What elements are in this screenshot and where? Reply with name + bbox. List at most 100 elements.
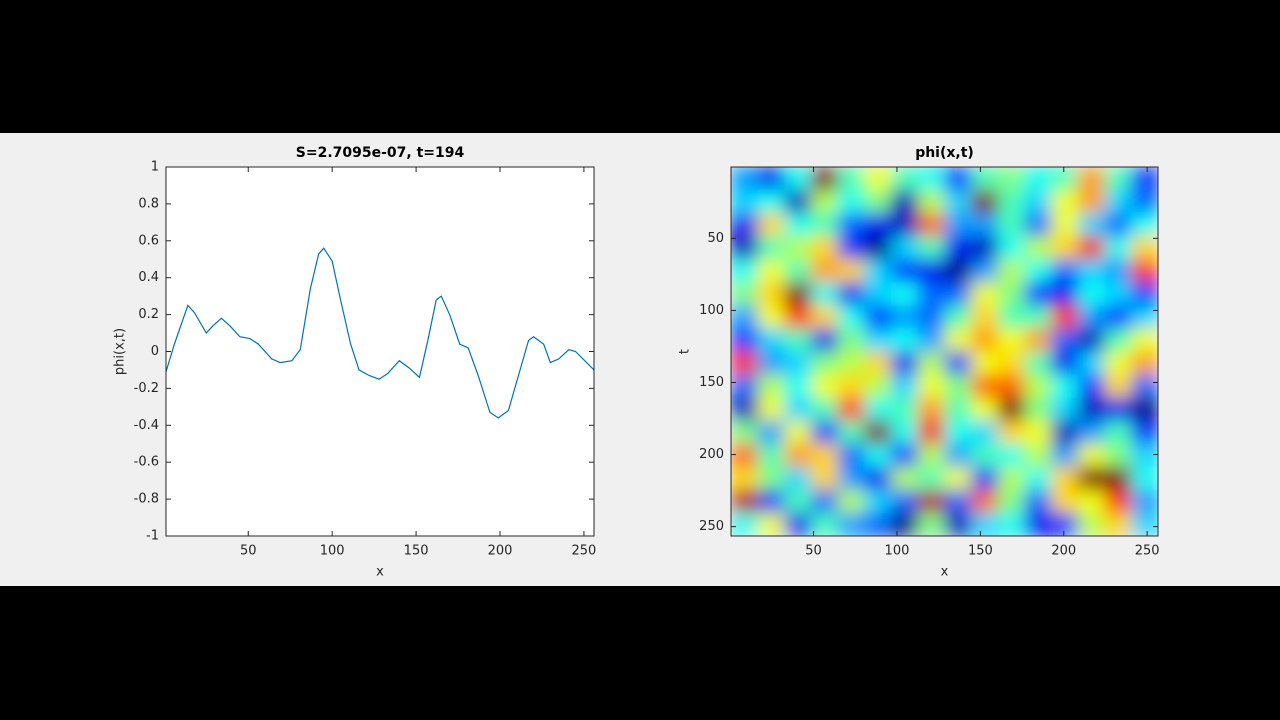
heatmap-cell [757,282,785,306]
heatmap-cell [811,305,839,329]
heatmap-cell [1077,374,1106,399]
heatmap-cell [864,259,892,283]
heatmap-cell [944,443,972,468]
heatmap-cell [784,190,812,214]
heatmap-cell [784,512,812,536]
heatmap-cell [864,236,892,260]
y-tick-label: -0.6 [134,455,159,470]
heatmap-cell [971,443,999,468]
heatmap-cell [1024,190,1052,214]
heatmap-cell [731,259,759,283]
heatmap-cell [1131,466,1158,491]
x-tick-label: 200 [488,544,513,559]
heatmap-cell [784,466,812,491]
heatmap-cell [731,374,759,399]
heatmap-cell [837,236,865,260]
heatmap-cell [1104,512,1132,536]
heatmap-cell [1051,443,1079,468]
heatmap-cell [1077,328,1106,352]
heatmap-cell [1024,328,1052,352]
heatmap-cell [1024,443,1052,468]
heatmap-cell [837,259,865,283]
heatmap-cell [837,351,865,376]
heatmap-cell [944,512,972,536]
heatmap-cell [757,305,785,329]
heatmap-cell [864,213,892,237]
heatmap-cell [971,351,999,376]
heatmap-cell [997,443,1026,468]
heatmap-cell [1077,282,1106,306]
heatmap-cell [1024,397,1052,422]
heatmap-cell [1024,259,1052,283]
heatmap-cell [784,328,812,352]
heatmap-cell [997,397,1026,422]
heatmap-cell [1024,236,1052,260]
heatmap-cell [891,190,919,214]
heatmap-cell [997,259,1026,283]
heatmap-cell [1051,328,1079,352]
y-tick-label: 0.2 [138,307,159,322]
heatmap-cell [1104,489,1132,514]
heatmap-cell [1051,512,1079,536]
heatmap-cell [757,374,785,399]
heatmap-cell [891,213,919,237]
heatmap-cell [917,420,945,445]
heatmap-cell [917,190,945,214]
heatmap-cell [731,512,759,536]
heatmap-cell [891,259,919,283]
heatmap-cell [864,420,892,445]
heatmap-cell [1024,213,1052,237]
heatmap-cell [917,374,945,399]
heatmap-cell [944,259,972,283]
heatmap-cell [1024,167,1052,191]
heatmap-cell [1131,305,1158,329]
heatmap-cell [1104,213,1132,237]
heatmap-cell [1131,374,1158,399]
heatmap-cell [891,443,919,468]
heatmap-cell [811,282,839,306]
heatmap [731,167,1158,536]
heatmap-cell [917,443,945,468]
x-axis-label: x [941,565,949,580]
heatmap-cell [917,397,945,422]
y-tick-label: 150 [699,375,724,390]
heatmap-cell [917,489,945,514]
x-tick-label: 250 [1135,544,1160,559]
heatmap-cell [811,190,839,214]
y-tick-label: 0 [151,344,159,359]
heatmap-cell [757,236,785,260]
heatmap-cell [811,351,839,376]
heatmap-cell [757,213,785,237]
heatmap-cell [891,167,919,191]
heatmap-cell [944,466,972,491]
heatmap-cell [944,167,972,191]
heatmap-cell [864,190,892,214]
heatmap-cell [997,512,1026,536]
heatmap-cell [864,167,892,191]
heatmap-cell [784,443,812,468]
y-tick-label: -0.2 [134,381,159,396]
heatmap-cell [864,466,892,491]
y-tick-label: 100 [699,303,724,318]
x-tick-label: 100 [320,544,345,559]
heatmap-cell [731,305,759,329]
heatmap-cell [971,489,999,514]
x-axis-label: x [376,565,384,580]
heatmap-cell [971,466,999,491]
heatmap-cell [757,259,785,283]
heatmap-cell [864,328,892,352]
heatmap-cell [971,374,999,399]
heatmap-cell [731,420,759,445]
heatmap-cell [944,305,972,329]
heatmap-cell [944,236,972,260]
heatmap-cell [997,466,1026,491]
heatmap-cell [837,282,865,306]
heatmap-cell [1077,305,1106,329]
heatmap-cell [811,374,839,399]
heatmap-cell [757,351,785,376]
heatmap-cell [1024,466,1052,491]
heatmap-cell [971,190,999,214]
heatmap-cell [997,351,1026,376]
heatmap-cell [784,282,812,306]
